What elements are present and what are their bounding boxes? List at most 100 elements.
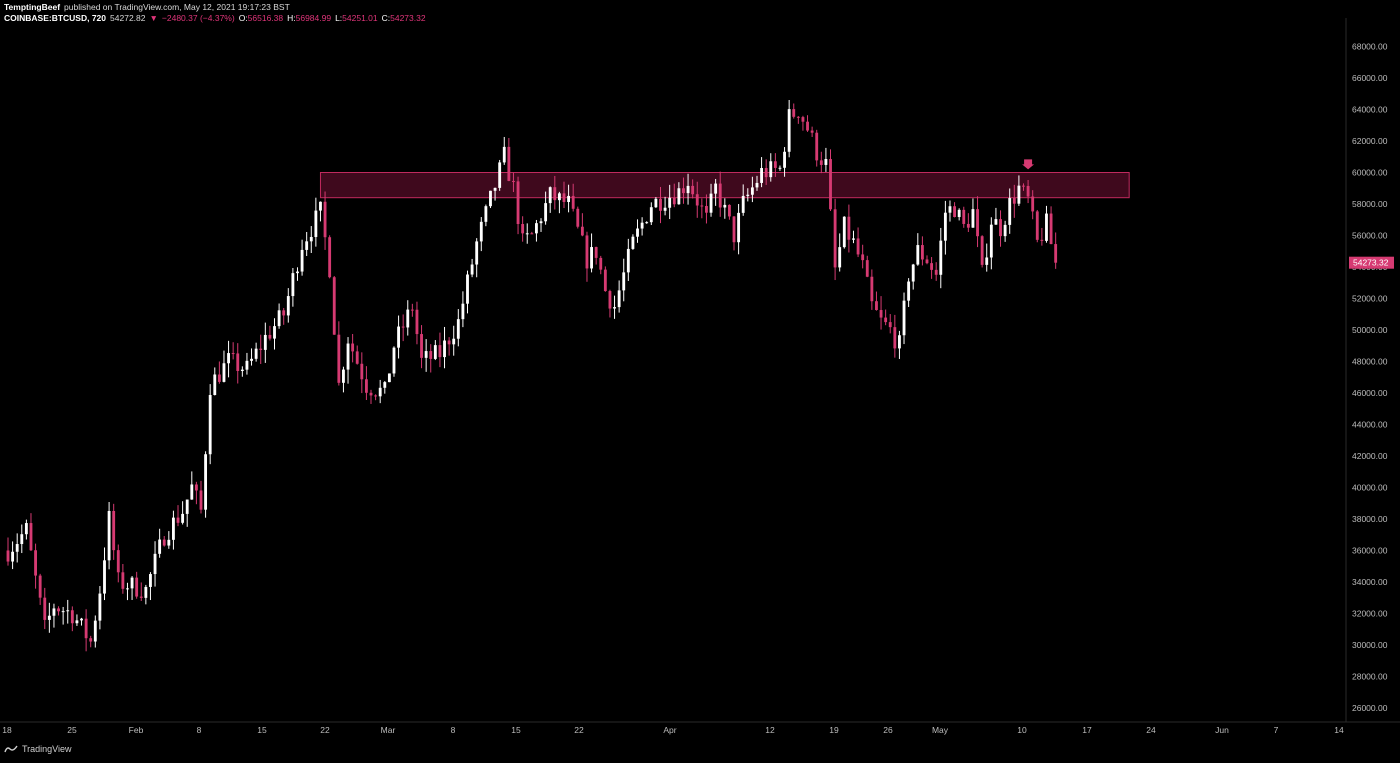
candle-body [433, 345, 437, 359]
author-name[interactable]: TemptingBeef [4, 2, 61, 12]
candle-body [971, 209, 975, 228]
candle-body [171, 517, 175, 540]
candle-body [259, 348, 263, 350]
candle-body [1045, 213, 1048, 241]
time-tick-label: 14 [1334, 725, 1344, 735]
price-axis[interactable]: 68000.00 66000.00 64000.00 62000.00 60000.00… [1349, 42, 1394, 714]
candle-body [764, 168, 768, 178]
candle-body [149, 574, 152, 587]
last-price: 54272.82 [110, 13, 146, 23]
candle-body [902, 300, 906, 336]
candle-body [856, 238, 860, 255]
candle-body [636, 228, 639, 237]
candle-body [93, 620, 97, 642]
candle-body [314, 210, 318, 237]
candle-body [842, 216, 846, 248]
candle-body [535, 223, 538, 234]
price-tick-label: 66000.00 [1352, 73, 1388, 83]
candle-body [231, 353, 235, 355]
candle-body [194, 484, 198, 491]
candle-body [911, 264, 915, 282]
candle-body [456, 319, 460, 339]
candle-body [852, 238, 855, 240]
candle-body [360, 363, 364, 380]
candle-body [557, 193, 561, 201]
candle-body [57, 608, 60, 612]
candle-body [273, 326, 276, 339]
candle-body [760, 168, 764, 183]
candle-body [645, 222, 649, 224]
candle-body [640, 222, 644, 229]
candle-body [89, 638, 93, 642]
symbol-label[interactable]: COINBASE:BTCUSD, 720 [4, 13, 107, 23]
candle-body [406, 309, 410, 328]
time-tick-label: Jun [1215, 725, 1229, 735]
close-label: C: [381, 13, 391, 23]
candle-body [268, 334, 272, 339]
axes-layer [0, 18, 1400, 723]
candle-body [447, 340, 451, 345]
open-label: O: [238, 13, 248, 23]
candle-body [337, 334, 341, 383]
candle-body [66, 610, 70, 612]
time-tick-label: 7 [1274, 725, 1279, 735]
candle-body [590, 247, 593, 269]
candle-body [466, 274, 469, 304]
candle-body [121, 572, 125, 589]
low-value: 54251.01 [342, 13, 378, 23]
candle-body [424, 351, 428, 358]
chart-header: TemptingBeef published on TradingView.co… [4, 2, 426, 24]
candle-body [962, 209, 966, 224]
candle-body [199, 490, 203, 510]
candle-body [562, 193, 566, 203]
candle-body [1026, 185, 1030, 197]
candle-body [801, 117, 805, 122]
candle-body [548, 187, 552, 204]
time-tick-label: 10 [1017, 725, 1027, 735]
candle-body [489, 190, 492, 207]
candle-body [38, 575, 42, 598]
candle-body [649, 207, 653, 223]
candle-body [622, 272, 626, 291]
time-tick-label: 15 [257, 725, 267, 735]
candle-body [787, 109, 791, 152]
candle-body [493, 187, 497, 191]
price-tick-label: 58000.00 [1352, 199, 1388, 209]
candle-body [898, 335, 901, 349]
down-triangle-icon: ▼ [149, 13, 158, 23]
publish-info: published on TradingView.com, May 12, 20… [64, 2, 290, 12]
price-tick-label: 46000.00 [1352, 388, 1388, 398]
candle-body [521, 224, 525, 234]
candle-body [158, 539, 162, 554]
price-tick-label: 40000.00 [1352, 483, 1388, 493]
candle-body [783, 151, 786, 168]
candle-body [567, 195, 571, 203]
candle-body [806, 121, 809, 131]
candle-body [112, 510, 116, 551]
time-tick-label: Mar [381, 725, 396, 735]
candle-body [429, 351, 433, 359]
price-tick-label: 50000.00 [1352, 325, 1388, 335]
close-value: 54273.32 [390, 13, 426, 23]
candle-body [976, 209, 979, 237]
candle-body [934, 269, 938, 275]
candle-body [167, 539, 171, 546]
candle-body [778, 167, 782, 169]
candle-body [1003, 224, 1007, 237]
candles-layer [6, 99, 1058, 652]
candle-body [355, 351, 359, 364]
candle-body [162, 539, 166, 546]
time-axis[interactable]: 18 25 Feb 8 15 22 Mar 8 15 22 Apr 12 19 26 May 10 17 24 Ju… [2, 725, 1344, 735]
footer-brand[interactable]: TradingView [4, 744, 72, 754]
candle-body [250, 358, 253, 361]
candle-body [750, 187, 754, 195]
candle-body [714, 183, 718, 194]
candle-body [741, 195, 745, 213]
candle-body [52, 608, 56, 616]
candle-body [378, 387, 382, 397]
candle-body [507, 146, 511, 181]
candle-body [819, 160, 823, 165]
candle-body [585, 235, 589, 269]
candle-body [29, 523, 33, 551]
